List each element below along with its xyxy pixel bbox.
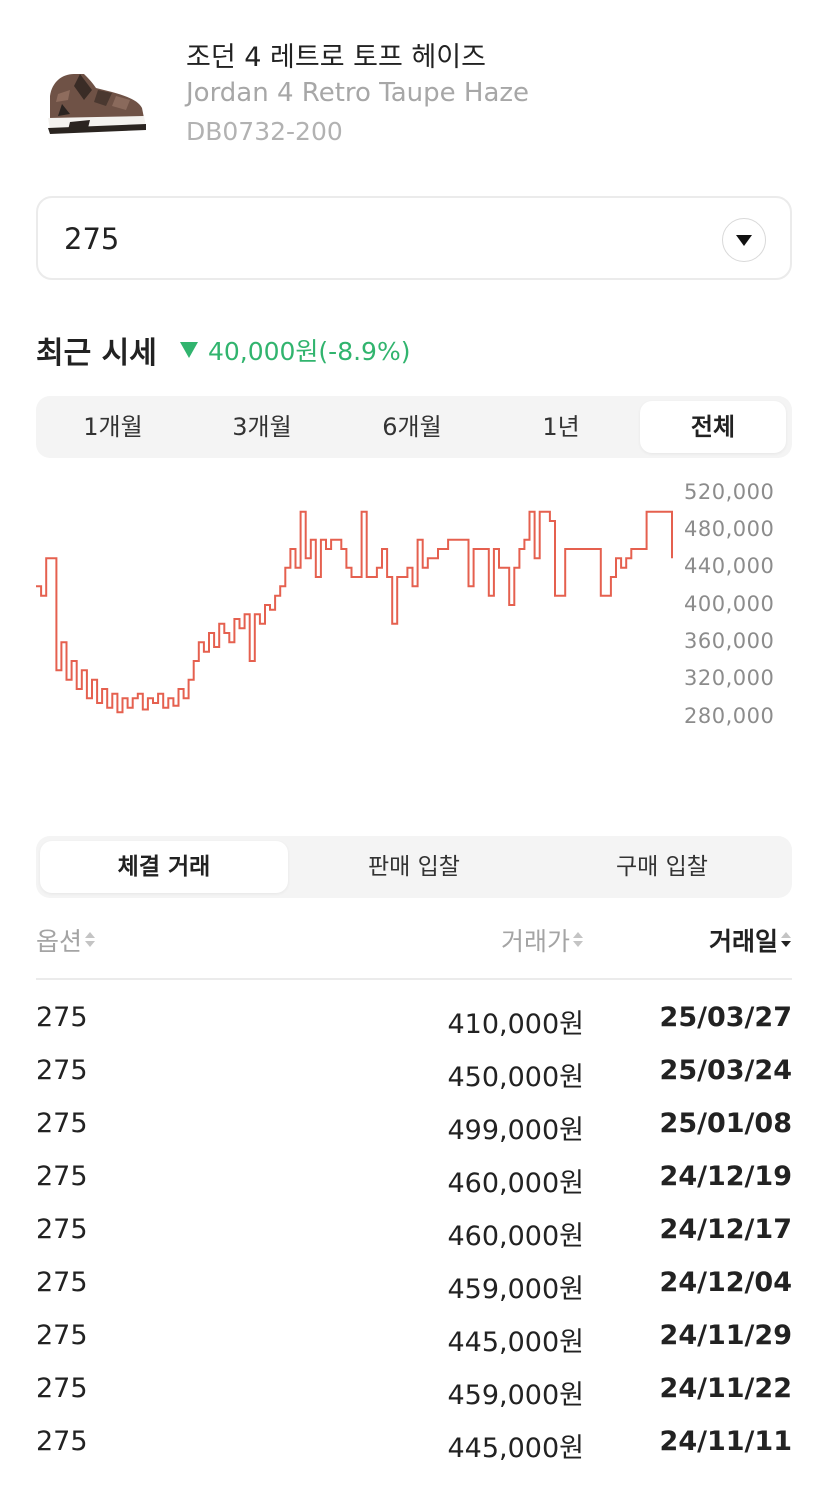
triangle-down-icon	[179, 342, 198, 358]
row-price: 460,000원	[447, 1168, 585, 1199]
caret-down-icon	[736, 235, 752, 246]
y-axis-tick: 280,000	[684, 704, 775, 728]
trade-table-body: 275 410,000원 25/03/27 275 450,000원 25/03…	[36, 996, 792, 1473]
tab-sell-bids[interactable]: 판매 입찰	[368, 854, 460, 880]
column-header-price-label: 거래가	[500, 927, 570, 956]
y-axis-tick: 520,000	[684, 480, 775, 504]
column-header-date-label: 거래일	[708, 927, 778, 956]
trade-table-header: 옵션 거래가 거래일	[36, 918, 792, 980]
column-header-option-label: 옵션	[36, 927, 83, 956]
price-series-line	[36, 510, 673, 714]
product-header: 조던 4 레트로 토프 헤이즈 Jordan 4 Retro Taupe Haz…	[0, 0, 828, 170]
size-select-value: 275	[64, 222, 120, 256]
tab-1-month[interactable]: 1개월	[83, 413, 143, 441]
period-tabs: 1개월 3개월 6개월 1년 전체	[36, 396, 792, 458]
y-axis-tick: 400,000	[684, 592, 775, 616]
row-size: 275	[36, 1373, 88, 1404]
price-chart[interactable]: 520,000 480,000 440,000 400,000 360,000 …	[30, 476, 800, 736]
row-price: 410,000원	[447, 1009, 585, 1040]
price-change-value: 40,000원(-8.9%)	[207, 337, 411, 366]
sort-icon	[572, 929, 584, 951]
row-date: 24/12/19	[659, 1161, 792, 1192]
y-axis-tick: 360,000	[684, 629, 775, 653]
sort-icon	[84, 929, 96, 951]
recent-price-summary: 최근 시세 40,000원(-8.9%)	[36, 328, 410, 372]
tab-1-year[interactable]: 1년	[542, 413, 580, 441]
table-row: 275 459,000원 24/12/04	[36, 1261, 792, 1314]
tab-all[interactable]: 전체	[640, 401, 786, 453]
table-row: 275 460,000원 24/12/19	[36, 1155, 792, 1208]
column-header-date[interactable]: 거래일	[709, 922, 792, 958]
row-size: 275	[36, 1214, 88, 1245]
row-price: 450,000원	[447, 1062, 585, 1093]
trade-tabs: 체결 거래 판매 입찰 구매 입찰	[36, 836, 792, 898]
row-size: 275	[36, 1161, 88, 1192]
column-header-option[interactable]: 옵션	[36, 922, 96, 958]
row-date: 25/01/08	[659, 1108, 792, 1139]
dropdown-button[interactable]	[722, 218, 766, 262]
table-row: 275 460,000원 24/12/17	[36, 1208, 792, 1261]
row-date: 24/12/04	[659, 1267, 792, 1298]
y-axis-tick: 480,000	[684, 517, 775, 541]
table-row: 275 445,000원 24/11/29	[36, 1314, 792, 1367]
product-name-korean: 조던 4 레트로 토프 헤이즈	[186, 42, 486, 73]
row-date: 25/03/24	[659, 1055, 792, 1086]
row-size: 275	[36, 1267, 88, 1298]
row-price: 445,000원	[447, 1433, 585, 1464]
product-model-code: DB0732-200	[186, 117, 343, 146]
row-date: 24/11/29	[659, 1320, 792, 1351]
table-row: 275 445,000원 24/11/11	[36, 1420, 792, 1473]
tab-6-months[interactable]: 6개월	[382, 413, 442, 441]
price-line-chart	[36, 510, 673, 714]
table-row: 275 450,000원 25/03/24	[36, 1049, 792, 1102]
row-size: 275	[36, 1108, 88, 1139]
row-size: 275	[36, 1320, 88, 1351]
sort-desc-icon	[780, 929, 792, 951]
row-price: 445,000원	[447, 1327, 585, 1358]
row-price: 499,000원	[447, 1115, 585, 1146]
product-image[interactable]	[40, 60, 152, 140]
tab-buy-bids[interactable]: 구매 입찰	[616, 854, 708, 880]
table-row: 275 459,000원 24/11/22	[36, 1367, 792, 1420]
tab-completed-trades[interactable]: 체결 거래	[40, 841, 288, 893]
y-axis-tick: 320,000	[684, 666, 775, 690]
row-date: 25/03/27	[659, 1002, 792, 1033]
product-name-english: Jordan 4 Retro Taupe Haze	[186, 78, 530, 108]
table-row: 275 410,000원 25/03/27	[36, 996, 792, 1049]
row-date: 24/12/17	[659, 1214, 792, 1245]
size-select[interactable]: 275	[36, 196, 792, 280]
row-size: 275	[36, 1055, 88, 1086]
row-price: 460,000원	[447, 1221, 585, 1252]
recent-price-title: 최근 시세	[36, 336, 157, 371]
column-header-price[interactable]: 거래가	[501, 922, 584, 958]
price-change: 40,000원(-8.9%)	[179, 332, 411, 368]
row-size: 275	[36, 1426, 88, 1457]
row-date: 24/11/22	[659, 1373, 792, 1404]
row-size: 275	[36, 1002, 88, 1033]
row-price: 459,000원	[447, 1274, 585, 1305]
row-date: 24/11/11	[659, 1426, 792, 1457]
tab-3-months[interactable]: 3개월	[232, 413, 292, 441]
row-price: 459,000원	[447, 1380, 585, 1411]
y-axis-tick: 440,000	[684, 554, 775, 578]
table-row: 275 499,000원 25/01/08	[36, 1102, 792, 1155]
